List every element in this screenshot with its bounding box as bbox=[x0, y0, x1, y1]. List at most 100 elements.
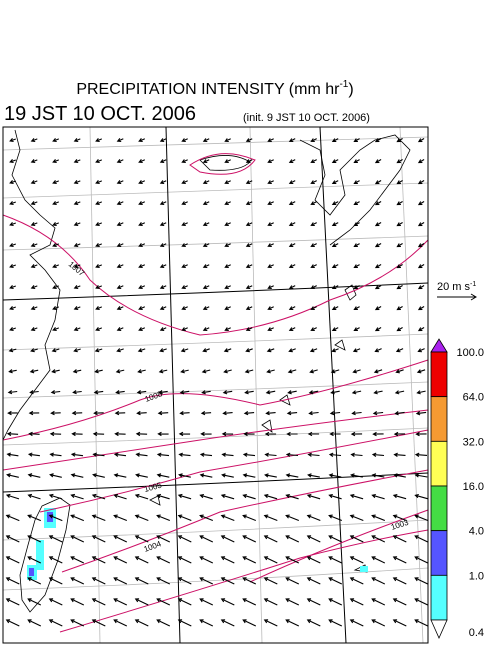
colorbar-label: 32.0 bbox=[463, 436, 484, 448]
grid-line bbox=[2, 333, 429, 351]
wind-arrow bbox=[263, 556, 278, 564]
wind-arrow bbox=[73, 285, 81, 290]
isobar bbox=[2, 409, 429, 471]
wind-arrow bbox=[288, 180, 296, 185]
wind-arrow bbox=[414, 598, 429, 606]
wind-arrow bbox=[267, 243, 274, 248]
grid-line bbox=[2, 235, 429, 251]
wind-arrow bbox=[138, 180, 146, 185]
wind-arrow bbox=[224, 327, 231, 332]
precipitation bbox=[27, 508, 368, 580]
wind-arrow bbox=[331, 348, 339, 353]
wind-arrow bbox=[349, 556, 364, 564]
wind-arrow bbox=[48, 598, 63, 606]
wind-arrow bbox=[201, 369, 211, 374]
wind-arrow bbox=[70, 473, 84, 478]
grid-line bbox=[319, 126, 347, 644]
wind-arrow bbox=[220, 556, 235, 564]
wind-arrow bbox=[157, 431, 169, 437]
wind-arrow bbox=[135, 452, 148, 457]
wind-arrow bbox=[371, 577, 386, 585]
wind-arrow bbox=[178, 452, 191, 457]
wind-arrow bbox=[49, 431, 62, 437]
wind-arrow bbox=[374, 264, 382, 269]
wind-arrow bbox=[263, 598, 278, 606]
colorbar-label: 16.0 bbox=[463, 481, 484, 493]
wind-arrow bbox=[137, 369, 146, 374]
wind-arrow bbox=[134, 535, 149, 543]
wind-arrow bbox=[417, 159, 425, 164]
wind-arrow bbox=[417, 264, 425, 269]
precip-cell bbox=[47, 512, 53, 522]
wind-arrow bbox=[331, 201, 339, 205]
wind-arrow bbox=[30, 348, 38, 353]
wind-arrow bbox=[415, 431, 427, 437]
precip-cell bbox=[360, 566, 368, 572]
wind-arrow bbox=[286, 431, 298, 437]
wind-arrow bbox=[245, 180, 253, 185]
wind-arrow bbox=[137, 348, 146, 353]
reference-arrow bbox=[437, 293, 477, 301]
wind-arrow bbox=[202, 306, 210, 311]
vector-legend-exponent: -1 bbox=[470, 281, 476, 288]
graticule bbox=[2, 126, 429, 644]
wind-arrow bbox=[95, 222, 103, 227]
wind-arrow bbox=[328, 493, 342, 500]
wind-arrow bbox=[329, 411, 341, 416]
wind-arrow bbox=[27, 577, 42, 585]
wind-arrow bbox=[5, 556, 20, 564]
wind-arrow bbox=[414, 619, 429, 627]
wind-arrow bbox=[242, 619, 257, 627]
wind-arrow bbox=[199, 493, 213, 500]
colorbar-segment bbox=[430, 396, 448, 442]
wind-arrow bbox=[349, 514, 364, 522]
isobar bbox=[2, 214, 429, 336]
wind-arrow bbox=[181, 243, 188, 248]
wind-arrow bbox=[30, 180, 38, 185]
wind-arrow bbox=[416, 369, 426, 374]
wind-arrow bbox=[306, 535, 321, 543]
wind-arrow bbox=[245, 201, 253, 206]
wind-arrow bbox=[328, 473, 342, 478]
wind-arrow bbox=[414, 514, 429, 522]
wind-arrow bbox=[7, 410, 18, 416]
wind-arrow bbox=[331, 180, 339, 184]
wind-arrow bbox=[202, 243, 210, 248]
wind-arrow bbox=[138, 138, 146, 143]
colorbar-label: 100.0 bbox=[456, 347, 484, 359]
wind-arrow bbox=[392, 514, 407, 522]
wind-arrow bbox=[113, 598, 128, 606]
wind-arrow bbox=[113, 535, 128, 543]
isobars bbox=[2, 153, 429, 633]
wind-arrow bbox=[199, 514, 214, 522]
isobar bbox=[2, 359, 429, 441]
wind-arrow bbox=[242, 452, 256, 457]
wind-arrow bbox=[113, 577, 128, 585]
wind-arrow bbox=[181, 138, 188, 143]
wind-arrow bbox=[224, 264, 231, 269]
wind-arrow bbox=[310, 159, 317, 164]
wind-arrow bbox=[159, 285, 167, 290]
wind-arrow bbox=[331, 243, 339, 247]
wind-arrow bbox=[353, 264, 360, 268]
wind-arrow bbox=[9, 138, 16, 143]
wind-arrow bbox=[199, 619, 214, 627]
wind-arrow bbox=[138, 201, 146, 206]
wind-arrow bbox=[306, 598, 321, 606]
wind-arrow bbox=[309, 369, 318, 374]
wind-arrow bbox=[352, 369, 361, 374]
wind-arrow bbox=[285, 493, 299, 500]
wind-arrow bbox=[224, 138, 231, 143]
grid-line bbox=[2, 519, 429, 541]
wind-arrow bbox=[181, 327, 188, 332]
wind-arrow bbox=[265, 390, 276, 395]
wind-arrow bbox=[48, 619, 63, 627]
wind-arrow bbox=[267, 201, 274, 206]
wind-arrow bbox=[374, 201, 382, 206]
wind-arrow bbox=[310, 180, 317, 185]
wind-arrow bbox=[307, 473, 320, 478]
wind-arrow bbox=[48, 493, 63, 500]
wind-arrow bbox=[73, 348, 81, 353]
wind-arrow bbox=[116, 159, 124, 164]
colorbar-over bbox=[430, 338, 448, 353]
